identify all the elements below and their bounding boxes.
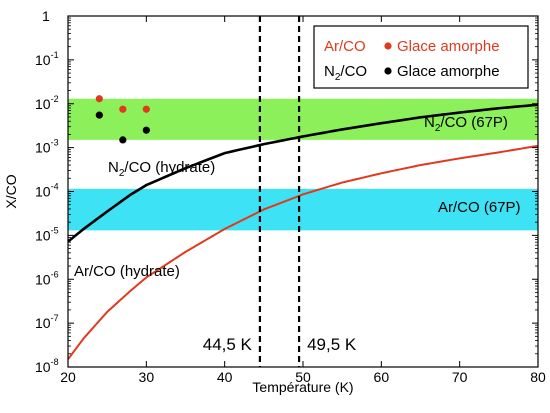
y-tick-label: 1 (42, 8, 50, 24)
x-tick-label: 80 (530, 369, 546, 385)
ar-co-point (95, 95, 103, 103)
legend-marker-label: Glace amorphe (397, 63, 500, 80)
x-tick-label: 60 (374, 369, 390, 385)
x-tick-label: 30 (139, 369, 155, 385)
x-tick-label: 50 (295, 369, 311, 385)
series-label-n2-hydrate: N2/CO (hydrate) (108, 159, 215, 179)
y-tick-label: 10-4 (35, 182, 59, 200)
band-label-ar-67p: Ar/CO (67P) (438, 199, 521, 216)
ar-co-point (119, 105, 127, 113)
y-tick-label: 10-3 (35, 138, 59, 156)
legend-label: Ar/CO (324, 38, 366, 55)
curve-ar-hydrate (67, 144, 539, 360)
n2-co-point (119, 136, 127, 144)
legend-marker-label: Glace amorphe (397, 38, 500, 55)
vline-label: 44,5 K (203, 335, 253, 354)
y-tick-label: 10-6 (35, 269, 59, 287)
x-tick-label: 40 (217, 369, 233, 385)
band-label-n2-67p: N2/CO (67P) (424, 114, 508, 134)
y-tick-label: 10-2 (35, 94, 59, 112)
legend: Ar/CO Glace amorphe N2/CO Glace amorphe (313, 25, 529, 89)
vline-label: 49,5 K (307, 335, 357, 354)
legend-marker (384, 67, 392, 75)
n2-co-point (142, 126, 150, 134)
x-tick-label: 70 (452, 369, 468, 385)
y-tick-label: 10-8 (35, 357, 59, 375)
series-label-ar-hydrate: Ar/CO (hydrate) (74, 263, 180, 280)
ar-co-point (142, 105, 150, 113)
x-axis-label: Température (K) (252, 379, 353, 395)
y-tick-label: 10-7 (35, 313, 59, 331)
y-axis-label: X/CO (3, 174, 19, 208)
x-tick-label: 20 (60, 369, 76, 385)
legend-marker (384, 42, 392, 50)
curve-n2-hydrate (67, 103, 539, 243)
n2-co-point (95, 111, 103, 119)
y-tick-label: 10-1 (35, 50, 59, 68)
legend-box (313, 25, 529, 89)
band-ar-67p (68, 188, 538, 231)
legend-label: N2/CO (324, 63, 367, 83)
y-tick-label: 10-5 (35, 225, 59, 243)
